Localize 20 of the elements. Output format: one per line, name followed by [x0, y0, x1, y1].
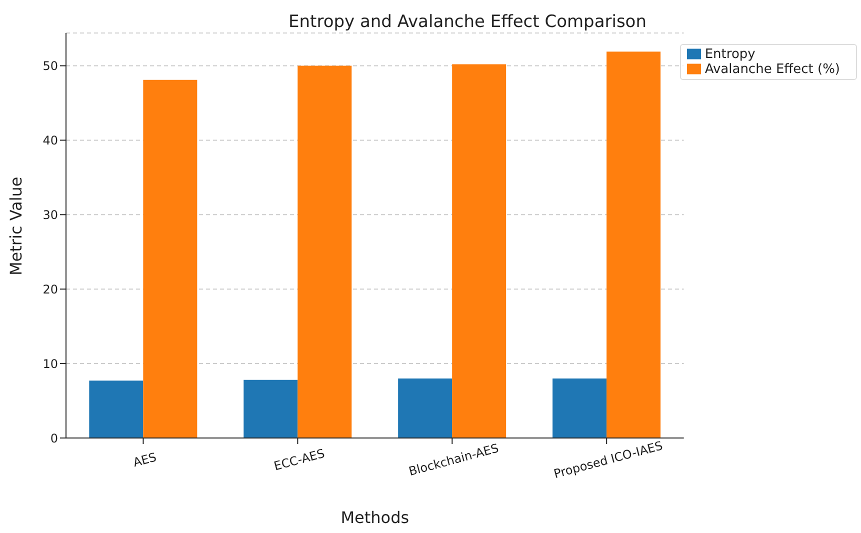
- y-axis-title: Metric Value: [6, 176, 26, 276]
- chart-title: Entropy and Avalanche Effect Comparison: [288, 12, 648, 32]
- y-tick-label: 30: [42, 208, 58, 222]
- x-axis-title: Methods: [340, 508, 410, 527]
- y-tick-label: 10: [42, 356, 58, 371]
- y-tick-label: 20: [42, 282, 58, 296]
- bar: [244, 380, 298, 438]
- bar: [552, 378, 607, 438]
- legend-label: Avalanche Effect (%): [704, 62, 840, 77]
- bar: [606, 52, 661, 438]
- x-tick-label: AES: [132, 450, 158, 470]
- bar: [298, 66, 352, 438]
- y-tick-label: 50: [42, 59, 58, 74]
- bar: [143, 80, 198, 438]
- legend-label: Entropy: [704, 47, 756, 62]
- y-tick-label: 40: [42, 133, 58, 148]
- bar: [452, 64, 506, 438]
- y-tick-label: 0: [50, 431, 58, 446]
- bar: [398, 378, 452, 438]
- bar: [89, 380, 144, 438]
